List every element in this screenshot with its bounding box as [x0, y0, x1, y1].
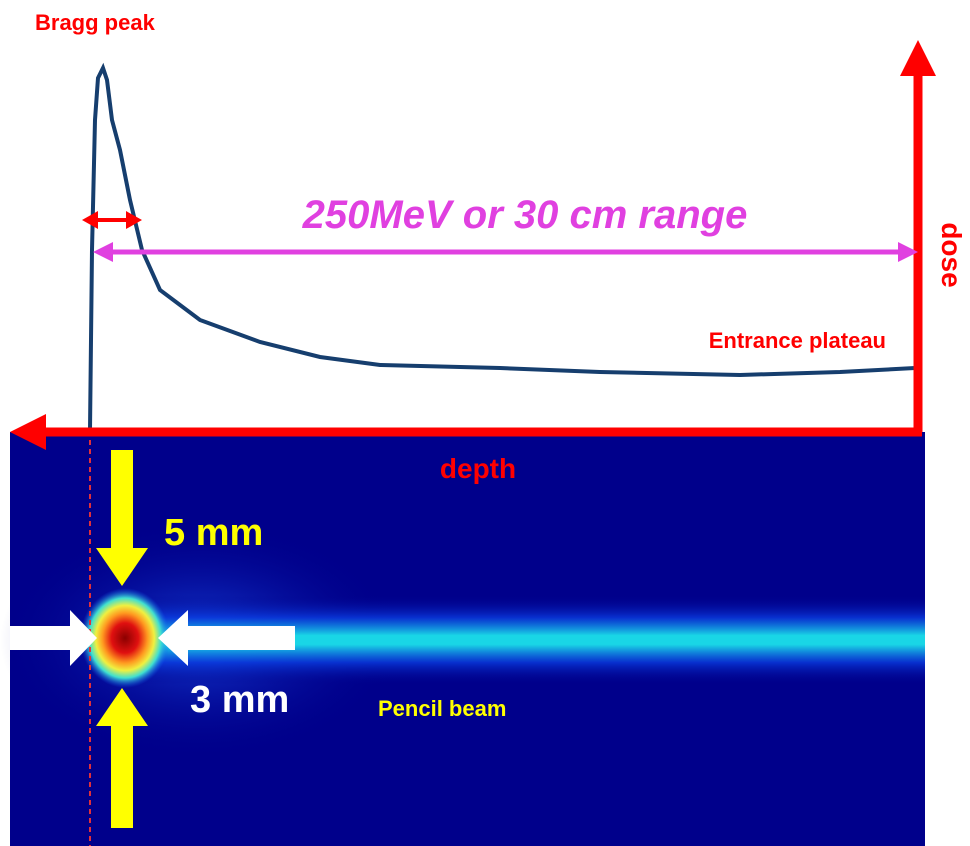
diagram: Bragg peak 250MeV or 30 cm range dose En…: [0, 0, 970, 846]
horizontal-size-label: 3 mm: [190, 679, 289, 721]
entrance-plateau-label: Entrance plateau: [709, 328, 886, 353]
range-arrowhead-left: [93, 242, 113, 262]
peak-width-arrowhead-left: [82, 211, 98, 229]
bragg-peak-label: Bragg peak: [35, 10, 156, 35]
vertical-size-label: 5 mm: [164, 512, 263, 554]
depth-label: depth: [440, 453, 516, 484]
range-label: 250MeV or 30 cm range: [302, 193, 748, 237]
dose-label: dose: [936, 222, 967, 287]
dose-axis-arrowhead: [900, 40, 936, 76]
pencil-beam-label: Pencil beam: [378, 696, 506, 721]
depth-dose-curve: [90, 68, 915, 430]
